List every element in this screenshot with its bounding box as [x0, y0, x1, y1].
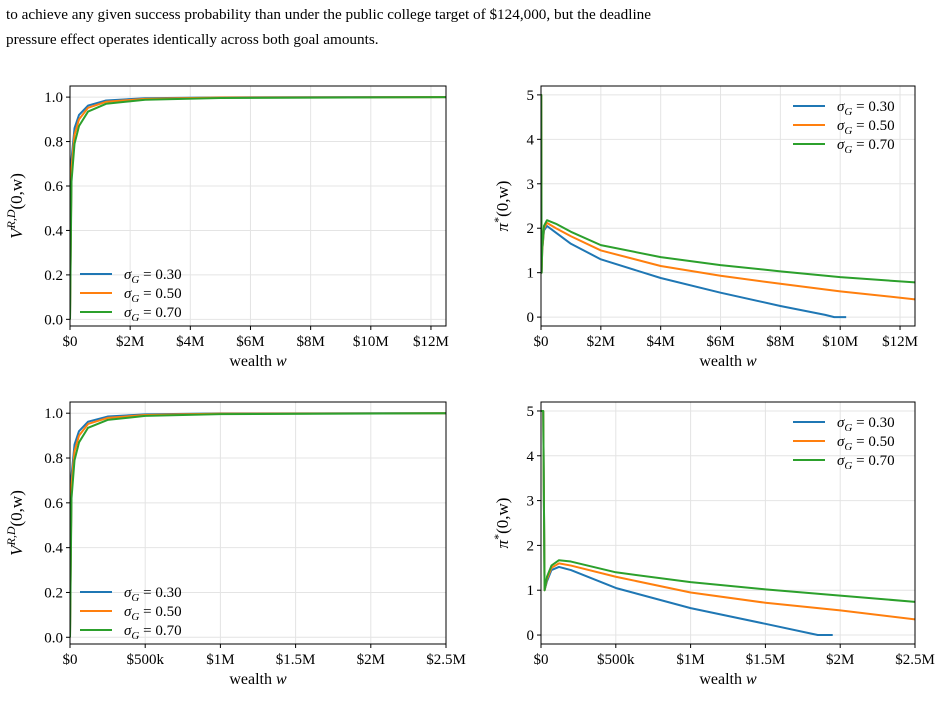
- y-tick-label: 4: [527, 449, 535, 465]
- legend-label-1: σG = 0.30: [837, 415, 895, 434]
- y-tick-label: 2: [527, 221, 535, 237]
- x-tick-label: $2M: [826, 652, 854, 668]
- x-tick-label: $1M: [206, 652, 234, 668]
- y-tick-label: 0.8: [44, 451, 63, 467]
- x-tick-label: $500k: [597, 652, 635, 668]
- plot-frame: [69, 401, 447, 645]
- x-tick-label: $500k: [126, 652, 164, 668]
- plot-frame: [540, 85, 916, 327]
- legend-label-1: σG = 0.30: [124, 585, 182, 604]
- y-tick-label: 0.0: [44, 630, 63, 646]
- x-tick-label: $0: [63, 652, 78, 668]
- x-tick-label: $2.5M: [895, 652, 935, 668]
- y-tick-label: 0: [527, 310, 535, 326]
- series-line-3: [541, 93, 915, 284]
- legend-label-3: σG = 0.70: [837, 137, 895, 156]
- y-tick-label: 0.4: [44, 541, 63, 557]
- paragraph-line-1: to achieve any given success probability…: [6, 6, 651, 23]
- y-tick-label: 0.4: [44, 223, 63, 239]
- legend-label-3: σG = 0.70: [124, 623, 182, 642]
- x-tick-label: $6M: [706, 334, 734, 350]
- legend-label-2: σG = 0.50: [837, 434, 895, 453]
- paragraph-line-2: pressure effect operates identically acr…: [6, 31, 379, 48]
- x-tick-label: $1.5M: [746, 652, 786, 668]
- plot-frame: [540, 401, 916, 645]
- x-tick-label: $6M: [236, 334, 264, 350]
- chart-panel-bottom-right: $0 $500k $1M $1.5M $2M $2.5M 0 1 2 3 4 5 wealth w π*(…: [491, 401, 935, 688]
- x-tick-label: $12M: [882, 334, 918, 350]
- x-axis-label: wealth w: [699, 353, 757, 370]
- y-tick-label: 5: [527, 404, 535, 420]
- legend-label-2: σG = 0.50: [124, 604, 182, 623]
- body-paragraph: to achieve any given success probability…: [6, 2, 941, 52]
- legend-label-2: σG = 0.50: [124, 286, 182, 305]
- y-tick-label: 4: [527, 132, 535, 148]
- legend-label-2: σG = 0.50: [837, 118, 895, 137]
- x-tick-label: $2.5M: [426, 652, 466, 668]
- y-tick-label: 1: [527, 583, 535, 599]
- chart-panel-bottom-left: $0 $500k $1M $1.5M $2M $2.5M 0.0 0.2 0.4 0.6 0.8 1.…: [4, 401, 466, 688]
- plot-frame: [69, 85, 447, 327]
- y-axis-label: π*(0,w): [491, 181, 512, 232]
- y-tick-label: 1: [527, 266, 535, 282]
- x-tick-label: $0: [63, 334, 78, 350]
- y-axis-label: π*(0,w): [491, 498, 512, 549]
- y-tick-label: 0: [527, 628, 535, 644]
- y-tick-label: 1.0: [44, 90, 63, 106]
- x-tick-label: $10M: [353, 334, 389, 350]
- x-tick-label: $1.5M: [276, 652, 316, 668]
- x-tick-label: $4M: [647, 334, 675, 350]
- series-line-1: [541, 409, 833, 637]
- legend-label-3: σG = 0.70: [837, 453, 895, 472]
- x-tick-label: $0: [534, 652, 549, 668]
- y-tick-label: 3: [527, 494, 535, 510]
- y-axis-label: VR,D(0,w): [4, 173, 26, 239]
- legend-label-3: σG = 0.70: [124, 305, 182, 324]
- series-line-3: [70, 96, 446, 320]
- chart-panel-top-left: $0 $2M $4M $6M $8M $10M $12M 0.0 0.2 0.4 0.6 0.8 1.0…: [4, 85, 449, 370]
- x-tick-label: $2M: [357, 652, 385, 668]
- x-tick-label: $2M: [116, 334, 144, 350]
- y-tick-label: 0.0: [44, 312, 63, 328]
- y-tick-label: 1.0: [44, 406, 63, 422]
- y-tick-label: 2: [527, 538, 535, 554]
- x-tick-label: $0: [534, 334, 549, 350]
- x-axis-label: wealth w: [229, 671, 287, 688]
- x-tick-label: $2M: [587, 334, 615, 350]
- x-tick-label: $12M: [413, 334, 449, 350]
- x-axis-label: wealth w: [229, 353, 287, 370]
- series-line-3: [541, 409, 915, 603]
- y-tick-label: 0.8: [44, 135, 63, 151]
- y-tick-label: 0.6: [44, 179, 63, 195]
- legend-label-1: σG = 0.30: [124, 267, 182, 286]
- x-tick-label: $4M: [176, 334, 204, 350]
- series-line-1: [541, 93, 847, 319]
- y-tick-label: 3: [527, 177, 535, 193]
- y-tick-label: 0.6: [44, 496, 63, 512]
- y-tick-label: 5: [527, 88, 535, 104]
- x-tick-label: $1M: [676, 652, 704, 668]
- x-tick-label: $10M: [822, 334, 858, 350]
- y-axis-label: VR,D(0,w): [4, 490, 26, 556]
- series-line-3: [70, 412, 446, 638]
- y-tick-label: 0.2: [44, 585, 63, 601]
- y-tick-label: 0.2: [44, 268, 63, 284]
- chart-panel-top-right: $0 $2M $4M $6M $8M $10M $12M 0 1 2 3 4 5 wealth w π*(0…: [491, 85, 918, 370]
- x-tick-label: $8M: [296, 334, 324, 350]
- x-tick-label: $8M: [766, 334, 794, 350]
- x-axis-label: wealth w: [699, 671, 757, 688]
- legend-label-1: σG = 0.30: [837, 99, 895, 118]
